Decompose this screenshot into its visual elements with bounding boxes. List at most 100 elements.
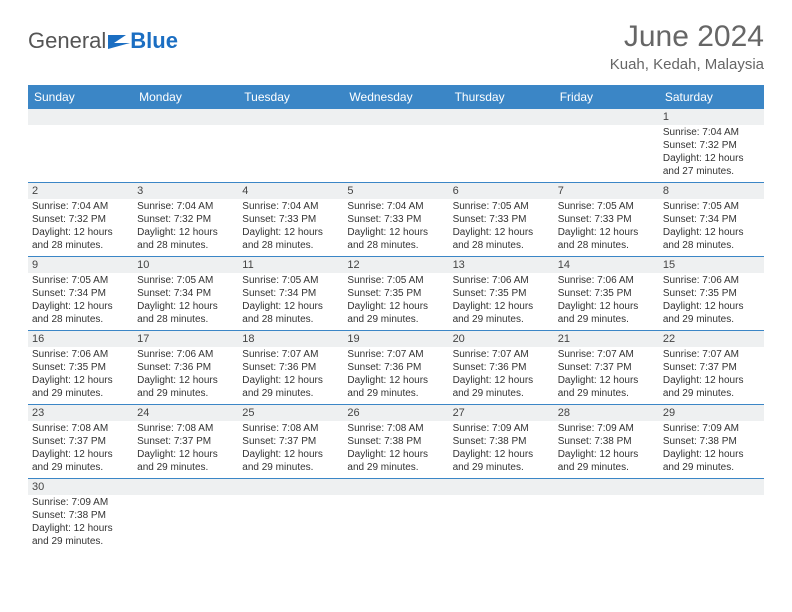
day-number-cell: 3 [133,183,238,200]
day-line: Sunset: 7:33 PM [347,213,444,226]
day-line: and 29 minutes. [453,461,550,474]
day-line: Sunset: 7:34 PM [242,287,339,300]
day-content: Sunrise: 7:05 AMSunset: 7:34 PMDaylight:… [663,200,760,252]
day-line: and 28 minutes. [558,239,655,252]
day-line: Sunset: 7:37 PM [663,361,760,374]
day-line: Daylight: 12 hours [137,374,234,387]
day-line: and 29 minutes. [347,461,444,474]
logo-blue: Blue [130,28,178,54]
day-line: and 27 minutes. [663,165,760,178]
week-daynum-row: 9101112131415 [28,257,764,274]
day-number-cell: 1 [659,109,764,125]
day-line: Daylight: 12 hours [32,522,129,535]
day-content: Sunrise: 7:07 AMSunset: 7:37 PMDaylight:… [663,348,760,400]
day-line: Sunset: 7:32 PM [663,139,760,152]
day-line: Sunrise: 7:06 AM [137,348,234,361]
day-line: Sunrise: 7:07 AM [242,348,339,361]
day-cell: Sunrise: 7:08 AMSunset: 7:37 PMDaylight:… [28,421,133,479]
day-content: Sunrise: 7:05 AMSunset: 7:35 PMDaylight:… [347,274,444,326]
day-number-cell [449,479,554,496]
day-line: and 28 minutes. [32,239,129,252]
day-line: and 29 minutes. [32,535,129,548]
day-line: Sunset: 7:37 PM [242,435,339,448]
day-number-cell: 22 [659,331,764,348]
day-content: Sunrise: 7:07 AMSunset: 7:36 PMDaylight:… [242,348,339,400]
day-line: and 29 minutes. [453,313,550,326]
day-cell: Sunrise: 7:05 AMSunset: 7:33 PMDaylight:… [449,199,554,257]
day-line: Daylight: 12 hours [347,300,444,313]
day-line: Sunrise: 7:05 AM [242,274,339,287]
day-line: Sunset: 7:37 PM [137,435,234,448]
day-line: Daylight: 12 hours [663,152,760,165]
day-cell: Sunrise: 7:08 AMSunset: 7:37 PMDaylight:… [238,421,343,479]
day-line: Daylight: 12 hours [137,300,234,313]
day-cell: Sunrise: 7:09 AMSunset: 7:38 PMDaylight:… [659,421,764,479]
day-line: Daylight: 12 hours [558,448,655,461]
day-line: Daylight: 12 hours [558,226,655,239]
day-number-cell: 20 [449,331,554,348]
day-number-cell: 2 [28,183,133,200]
day-line: and 29 minutes. [558,313,655,326]
day-content: Sunrise: 7:05 AMSunset: 7:33 PMDaylight:… [453,200,550,252]
day-number-cell [554,109,659,125]
day-line: and 29 minutes. [137,387,234,400]
day-line: Sunrise: 7:09 AM [453,422,550,435]
title-block: June 2024 Kuah, Kedah, Malaysia [610,20,764,73]
day-line: Sunrise: 7:05 AM [663,200,760,213]
day-line: Sunrise: 7:08 AM [32,422,129,435]
day-line: and 29 minutes. [663,461,760,474]
day-content: Sunrise: 7:08 AMSunset: 7:37 PMDaylight:… [32,422,129,474]
day-line: Sunset: 7:36 PM [242,361,339,374]
day-line: and 29 minutes. [558,461,655,474]
day-line: Sunset: 7:38 PM [558,435,655,448]
day-line: Sunset: 7:34 PM [137,287,234,300]
day-line: and 29 minutes. [558,387,655,400]
day-line: and 28 minutes. [137,313,234,326]
day-line: Sunset: 7:36 PM [347,361,444,374]
day-number-cell: 15 [659,257,764,274]
day-number-cell: 17 [133,331,238,348]
day-cell: Sunrise: 7:08 AMSunset: 7:37 PMDaylight:… [133,421,238,479]
day-cell: Sunrise: 7:04 AMSunset: 7:32 PMDaylight:… [659,125,764,183]
day-number-cell: 9 [28,257,133,274]
day-line: Sunrise: 7:04 AM [663,126,760,139]
day-line: Sunset: 7:36 PM [453,361,550,374]
day-line: Sunset: 7:36 PM [137,361,234,374]
day-line: Sunrise: 7:05 AM [558,200,655,213]
day-cell: Sunrise: 7:08 AMSunset: 7:38 PMDaylight:… [343,421,448,479]
day-number-cell: 8 [659,183,764,200]
day-header-row: Sunday Monday Tuesday Wednesday Thursday… [28,85,764,109]
day-content: Sunrise: 7:04 AMSunset: 7:33 PMDaylight:… [242,200,339,252]
day-header: Tuesday [238,85,343,109]
day-line: Daylight: 12 hours [453,226,550,239]
day-cell: Sunrise: 7:05 AMSunset: 7:34 PMDaylight:… [659,199,764,257]
day-cell: Sunrise: 7:05 AMSunset: 7:33 PMDaylight:… [554,199,659,257]
day-number-cell: 26 [343,405,448,422]
day-cell: Sunrise: 7:07 AMSunset: 7:36 PMDaylight:… [449,347,554,405]
day-cell: Sunrise: 7:04 AMSunset: 7:32 PMDaylight:… [133,199,238,257]
day-line: and 28 minutes. [242,313,339,326]
day-number-cell: 24 [133,405,238,422]
day-cell [238,495,343,552]
day-line: Sunset: 7:33 PM [453,213,550,226]
day-content: Sunrise: 7:08 AMSunset: 7:38 PMDaylight:… [347,422,444,474]
day-number-cell: 27 [449,405,554,422]
week-content-row: Sunrise: 7:06 AMSunset: 7:35 PMDaylight:… [28,347,764,405]
day-number-cell: 11 [238,257,343,274]
day-content: Sunrise: 7:05 AMSunset: 7:34 PMDaylight:… [32,274,129,326]
day-cell: Sunrise: 7:06 AMSunset: 7:35 PMDaylight:… [659,273,764,331]
day-line: Daylight: 12 hours [453,448,550,461]
day-line: Daylight: 12 hours [32,374,129,387]
day-line: Sunset: 7:38 PM [347,435,444,448]
day-line: Daylight: 12 hours [32,448,129,461]
day-line: and 29 minutes. [347,313,444,326]
day-cell: Sunrise: 7:06 AMSunset: 7:36 PMDaylight:… [133,347,238,405]
day-line: Sunset: 7:32 PM [137,213,234,226]
day-line: and 29 minutes. [242,461,339,474]
day-cell: Sunrise: 7:05 AMSunset: 7:34 PMDaylight:… [133,273,238,331]
day-number-cell [238,109,343,125]
day-number-cell: 13 [449,257,554,274]
day-line: and 28 minutes. [32,313,129,326]
day-line: Sunset: 7:35 PM [347,287,444,300]
day-line: and 29 minutes. [32,387,129,400]
